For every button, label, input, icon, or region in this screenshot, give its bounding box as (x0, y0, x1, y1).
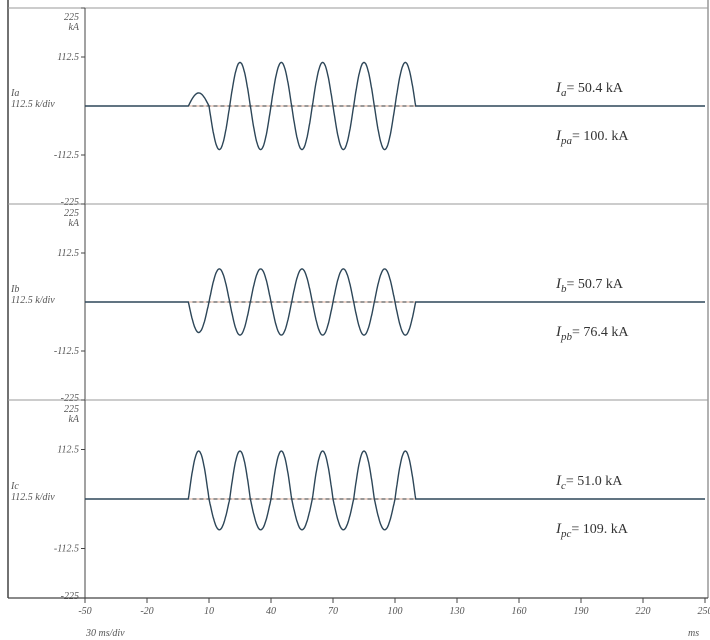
y-tick-label: -112.5 (54, 150, 79, 161)
y-tick-label: 225 (64, 12, 79, 23)
annotation-symbol: I (555, 473, 562, 489)
x-axis: 30 ms/div ms -50 -20 10 40 70 100 130 160 190 220… (8, 597, 710, 639)
annotation-value: = 76.4 kA (572, 325, 629, 340)
waveform-trace (85, 61, 705, 151)
y-tick-label: -225 (61, 591, 79, 602)
annotation-symbol: I (555, 276, 562, 292)
annotation-value: = 50.7 kA (567, 277, 624, 292)
channel-name-label: Ic (10, 481, 19, 492)
y-tick-label: -225 (61, 393, 79, 404)
x-tick-label: 100 (388, 606, 403, 617)
y-tick-label: 112.5 (57, 445, 79, 456)
x-division-label: 30 ms/div (85, 628, 125, 639)
rms-current-annotation: Ia= 50.4 kA (555, 80, 624, 99)
annotation-symbol: I (555, 324, 562, 340)
x-unit-label: ms (688, 628, 699, 639)
y-tick-label: -225 (61, 197, 79, 208)
x-tick-label: 40 (266, 606, 276, 617)
y-tick-label: 112.5 (57, 52, 79, 63)
channel-scale-label: 112.5 k/div (11, 492, 55, 503)
y-tick-label: 225 (64, 404, 79, 415)
x-tick-label: 10 (204, 606, 214, 617)
x-tick-label: 250 (698, 606, 710, 617)
annotation-subscript: pc (560, 528, 572, 540)
channel-scale-label: 112.5 k/div (11, 295, 55, 306)
y-tick-label: -112.5 (54, 346, 79, 357)
annotation-symbol: I (555, 521, 562, 537)
annotation-value: = 51.0 kA (566, 474, 623, 489)
peak-current-annotation: Ipb= 76.4 kA (555, 324, 629, 343)
x-tick-label: 190 (574, 606, 589, 617)
peak-current-annotation: Ipa= 100. kA (555, 128, 629, 147)
annotation-value: = 100. kA (572, 129, 629, 144)
channel-name-label: Ia (10, 88, 19, 99)
annotation-value: = 50.4 kA (567, 81, 624, 96)
peak-current-annotation: Ipc= 109. kA (555, 521, 629, 540)
annotation-subscript: a (561, 87, 567, 99)
y-unit-label: kA (68, 218, 79, 229)
annotation-symbol: I (555, 80, 562, 96)
x-tick-label: 70 (328, 606, 338, 617)
x-tick-label: 220 (636, 606, 651, 617)
rms-current-annotation: Ic= 51.0 kA (555, 473, 623, 492)
annotation-subscript: c (561, 480, 566, 492)
annotation-subscript: b (561, 283, 567, 295)
y-unit-label: kA (68, 414, 79, 425)
y-tick-label: 112.5 (57, 248, 79, 259)
channel-name-label: Ib (10, 284, 19, 295)
annotation-value: = 109. kA (571, 522, 628, 537)
annotation-subscript: pb (560, 331, 573, 343)
waveform-trace (85, 450, 705, 531)
waveform-trace (85, 268, 705, 336)
rms-current-annotation: Ib= 50.7 kA (555, 276, 624, 295)
x-tick-label: 160 (512, 606, 527, 617)
x-tick-label: -20 (140, 606, 153, 617)
y-tick-label: 225 (64, 208, 79, 219)
channel-scale-label: 112.5 k/div (11, 99, 55, 110)
x-tick-label: 130 (450, 606, 465, 617)
y-tick-label: -112.5 (54, 544, 79, 555)
annotation-symbol: I (555, 128, 562, 144)
annotation-subscript: pa (560, 135, 573, 147)
y-unit-label: kA (68, 22, 79, 33)
x-tick-label: -50 (78, 606, 91, 617)
